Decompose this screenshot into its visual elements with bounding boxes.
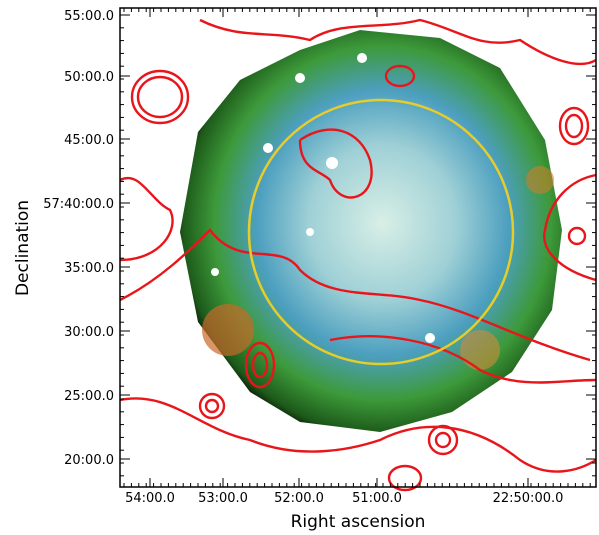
contour: [329, 335, 597, 384]
contour: [204, 398, 220, 414]
star-mask: [263, 143, 273, 153]
star-mask: [211, 268, 219, 276]
x-tick-label: 54:00.0: [125, 491, 175, 506]
x-axis-label: Right ascension: [291, 512, 426, 532]
ticks: 54:00.0 53:00.0 52:00.0 51:00.0 22:50:00.0 55…: [43, 8, 596, 506]
y-tick-label: 50:00.0: [64, 70, 114, 85]
region-circle: [247, 98, 515, 366]
contour: [427, 424, 459, 456]
orange-patch: [202, 304, 254, 356]
contour: [244, 341, 276, 389]
x-tick-label: 53:00.0: [198, 491, 248, 506]
star-mask: [425, 333, 435, 343]
y-tick-label: 25:00.0: [64, 389, 114, 404]
nebula: [180, 30, 562, 432]
y-tick-label: 55:00.0: [64, 9, 114, 24]
contour: [434, 431, 452, 449]
x-tick-label: 22:50:00.0: [493, 491, 564, 506]
contour: [543, 173, 597, 282]
y-tick-label: 30:00.0: [64, 325, 114, 340]
y-tick-label: 57:40:00.0: [43, 197, 114, 212]
contour: [199, 18, 597, 66]
y-tick-label: 45:00.0: [64, 133, 114, 148]
plot-frame: [119, 7, 597, 488]
x-tick-label: 51:00.0: [352, 491, 402, 506]
y-tick-label: 35:00.0: [64, 261, 114, 276]
contour: [567, 226, 587, 246]
x-tick-label: 52:00.0: [274, 491, 324, 506]
contour: [384, 64, 416, 88]
orange-patch: [526, 166, 554, 194]
star-mask: [306, 228, 314, 236]
contour: [136, 75, 184, 119]
orange-patch: [460, 330, 500, 370]
contour: [298, 128, 373, 199]
contour: [130, 69, 190, 125]
image: [180, 30, 562, 432]
contour: [558, 106, 590, 146]
y-tick-label: 20:00.0: [64, 453, 114, 468]
contour: [198, 392, 226, 420]
contour: [564, 113, 584, 139]
star-mask: [326, 157, 338, 169]
contour: [387, 464, 423, 492]
contour: [251, 351, 269, 379]
star-mask: [357, 53, 367, 63]
contour: [119, 397, 597, 473]
star-mask: [295, 73, 305, 83]
contour: [119, 176, 174, 262]
y-axis-label: Declination: [13, 200, 33, 296]
